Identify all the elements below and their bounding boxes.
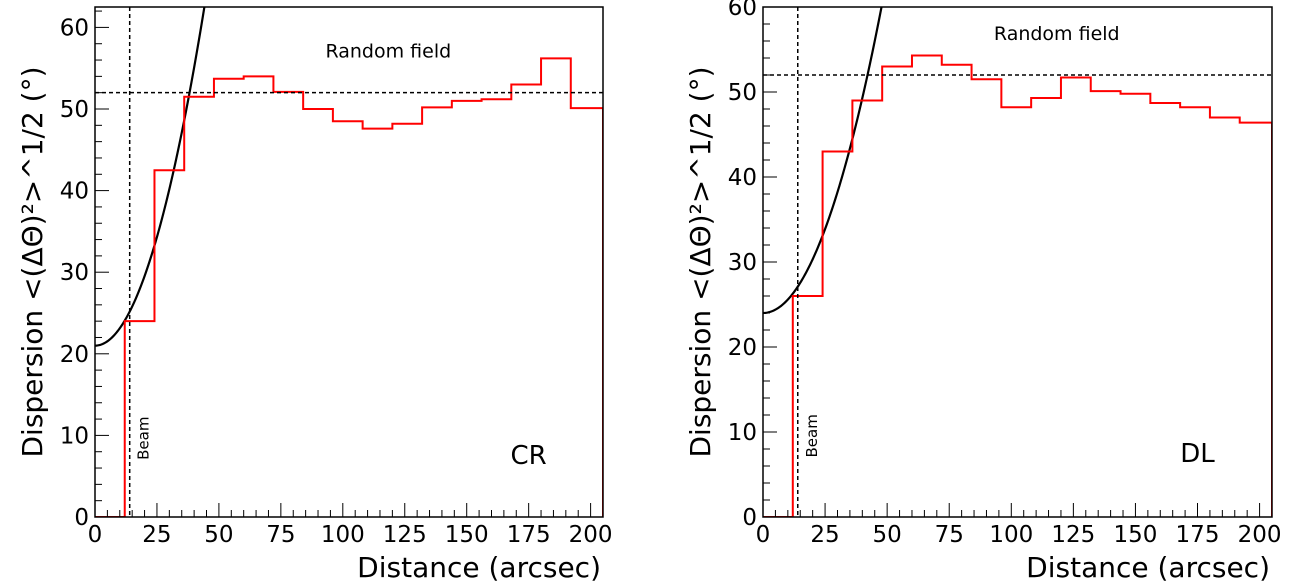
chart-panel-dl: Random field Beam 0 25 50 75 100 125 150 175 200 0 1…	[684, 0, 1282, 584]
random-field-label: Random field	[994, 23, 1120, 45]
x-tick-label: 125	[1051, 522, 1095, 548]
x-tick-label: 150	[1113, 522, 1157, 548]
y-tick-label: 40	[60, 179, 89, 205]
x-tick-label: 50	[873, 522, 902, 548]
beam-label: Beam	[135, 417, 153, 460]
y-tick-label: 10	[728, 420, 757, 446]
y-tick-label: 50	[60, 97, 89, 123]
panel-label: CR	[511, 441, 547, 471]
x-tick-label: 25	[142, 522, 171, 548]
x-tick-label: 0	[88, 522, 103, 548]
histogram-steps	[763, 54, 1272, 517]
y-tick-label: 10	[60, 423, 89, 449]
plot-frame	[94, 6, 604, 518]
x-tick-label: 125	[383, 522, 427, 548]
fit-curve	[763, 7, 883, 315]
x-axis-title: Distance (arcsec)	[1026, 551, 1270, 584]
x-tick-label: 0	[756, 522, 771, 548]
y-axis-title: Dispersion <(ΔΘ)²>^1/2 (°)	[16, 66, 49, 457]
histogram-steps	[95, 57, 603, 517]
x-tick-label: 100	[321, 522, 365, 548]
x-axis-title: Distance (arcsec)	[357, 551, 601, 584]
x-tick-label: 75	[266, 522, 295, 548]
x-tick-label: 175	[507, 522, 551, 548]
x-tick-label: 200	[569, 522, 613, 548]
x-tick-label: 100	[989, 522, 1033, 548]
y-tick-label: 50	[728, 80, 757, 106]
y-tick-label: 20	[60, 342, 89, 368]
x-tick-label: 25	[810, 522, 839, 548]
y-tick-label: 0	[742, 505, 757, 531]
panel-label: DL	[1180, 439, 1215, 469]
y-tick-label: 40	[728, 165, 757, 191]
y-tick-label: 60	[728, 0, 757, 21]
x-tick-label: 50	[204, 522, 233, 548]
x-tick-label: 175	[1176, 522, 1220, 548]
y-tick-label: 0	[74, 505, 89, 531]
y-tick-label: 30	[728, 250, 757, 276]
y-tick-label: 30	[60, 260, 89, 286]
x-tick-label: 75	[935, 522, 964, 548]
beam-label: Beam	[803, 414, 821, 457]
random-field-label: Random field	[325, 41, 451, 63]
y-tick-label: 60	[60, 15, 89, 41]
y-axis-title: Dispersion <(ΔΘ)²>^1/2 (°)	[684, 66, 717, 457]
chart-panel-cr: Random field Beam 0 25 50 75 100 125 150 175 200 0 1…	[16, 6, 613, 584]
y-tick-label: 20	[728, 335, 757, 361]
x-tick-label: 150	[445, 522, 489, 548]
x-tick-label: 200	[1238, 522, 1282, 548]
fit-curve	[95, 7, 206, 347]
